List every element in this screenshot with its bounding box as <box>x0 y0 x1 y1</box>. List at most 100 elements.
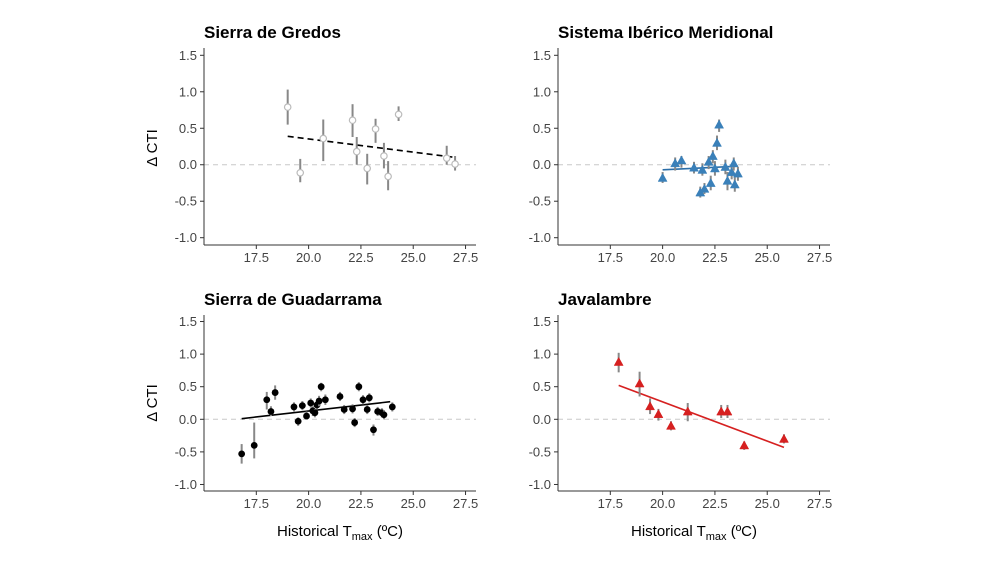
data-point <box>697 164 708 174</box>
trend-line <box>287 135 456 159</box>
y-tick-label: 1.5 <box>179 314 197 329</box>
data-point <box>689 162 699 172</box>
y-tick-label: 1.5 <box>179 48 197 63</box>
data-point <box>451 160 459 168</box>
data-point <box>388 403 396 411</box>
data-point <box>370 426 377 434</box>
y-tick-label: 0.5 <box>179 379 197 394</box>
data-point <box>380 152 388 160</box>
data-point <box>351 419 359 426</box>
x-tick-label: 25.0 <box>401 496 426 511</box>
y-tick-label: 1.0 <box>533 347 551 362</box>
data-point <box>363 164 372 173</box>
data-point <box>722 406 733 416</box>
data-point <box>238 450 246 458</box>
data-point <box>729 179 740 189</box>
panel-title-sierra-de-gredos: Sierra de Gredos <box>204 23 341 42</box>
x-tick-label: 25.0 <box>755 250 780 265</box>
data-point <box>712 137 722 147</box>
x-tick-label: 20.0 <box>650 496 675 511</box>
data-point <box>307 399 315 407</box>
data-point <box>707 150 718 160</box>
data-point <box>321 396 329 404</box>
data-point <box>294 417 302 425</box>
panel-4: 1.5 1.0 0.5 0.0 -0.5 -1.0 17.5 20.0 22.5 25.0 27.5 <box>529 314 833 511</box>
x-tick-label: 27.5 <box>807 496 832 511</box>
data-point <box>779 433 789 443</box>
data-point <box>645 401 655 411</box>
y-tick-label: 1.0 <box>179 84 197 99</box>
x-axis-label-main: Historical T <box>631 523 706 540</box>
y-tick-label: -0.5 <box>175 444 197 459</box>
x-axis-label-main: Historical T <box>277 523 352 540</box>
trend-line <box>618 384 785 449</box>
y-tick-label: -0.5 <box>529 444 551 459</box>
data-point <box>363 406 371 413</box>
x-tick-label: 22.5 <box>348 250 373 265</box>
data-point <box>714 119 725 129</box>
x-tick-label: 17.5 <box>244 496 269 511</box>
panels: 1.5 1.0 0.5 0.0 -0.5 -1.0 17.5 20.0 22.5 25.0 27.5… <box>175 48 833 511</box>
data-point <box>380 411 388 419</box>
y-tick-label: 0.0 <box>179 157 197 172</box>
data-point <box>676 155 687 165</box>
data-point <box>666 420 676 430</box>
data-point <box>283 103 292 111</box>
y-tick-label: -1.0 <box>529 477 551 492</box>
x-tick-label: 22.5 <box>348 496 373 511</box>
data-point <box>349 405 356 413</box>
x-tick-label: 27.5 <box>453 496 478 511</box>
data-point <box>290 403 298 411</box>
x-tick-label: 22.5 <box>702 496 727 511</box>
y-tick-label: 0.5 <box>533 121 551 136</box>
data-point <box>315 397 323 405</box>
data-point <box>317 383 325 391</box>
data-point <box>296 168 305 177</box>
data-point <box>371 125 380 133</box>
y-tick-label: 1.5 <box>533 314 551 329</box>
y-axis-label-bottom: Δ CTI <box>144 384 161 422</box>
x-axis-label-unit: (ºC) <box>727 523 757 540</box>
panel-3: 1.5 1.0 0.5 0.0 -0.5 -1.0 17.5 20.0 22.5 25.0 27.5 <box>175 314 479 511</box>
x-tick-label: 22.5 <box>702 250 727 265</box>
data-point <box>613 356 624 366</box>
x-tick-label: 20.0 <box>296 250 321 265</box>
data-point <box>703 156 714 166</box>
data-point <box>682 406 693 416</box>
data-point <box>250 441 258 449</box>
data-point <box>716 406 727 416</box>
y-tick-label: -1.0 <box>175 477 197 492</box>
y-tick-label: -1.0 <box>175 230 197 245</box>
x-tick-label: 20.0 <box>296 496 321 511</box>
data-point <box>298 402 306 410</box>
y-tick-label: -0.5 <box>529 194 551 209</box>
y-tick-label: 0.0 <box>533 412 551 427</box>
data-point <box>384 172 392 181</box>
y-tick-label: -0.5 <box>175 194 197 209</box>
data-point <box>340 406 348 413</box>
data-point <box>359 396 367 404</box>
y-axis-label-top: Δ CTI <box>144 129 161 167</box>
data-point <box>271 389 279 396</box>
panel-title-javalambre: Javalambre <box>558 290 652 309</box>
data-point <box>442 154 451 162</box>
y-tick-label: 0.5 <box>179 121 197 136</box>
data-point <box>352 147 361 156</box>
x-axis-label-subscript: max <box>706 531 727 543</box>
x-tick-label: 17.5 <box>598 250 623 265</box>
data-point <box>653 409 664 418</box>
x-tick-label: 25.0 <box>755 496 780 511</box>
data-point <box>720 161 731 171</box>
y-tick-label: 0.5 <box>533 379 551 394</box>
data-point <box>634 378 645 388</box>
data-point <box>394 110 403 119</box>
y-tick-label: 0.0 <box>179 412 197 427</box>
data-point <box>739 440 750 450</box>
panel-2: 1.5 1.0 0.5 0.0 -0.5 -1.0 17.5 20.0 22.5 25.0 27.5 <box>529 48 833 265</box>
x-tick-label: 17.5 <box>598 496 623 511</box>
x-axis-label-subscript: max <box>352 531 373 543</box>
y-tick-label: 1.0 <box>533 84 551 99</box>
data-point <box>267 408 275 415</box>
data-point <box>728 158 739 168</box>
